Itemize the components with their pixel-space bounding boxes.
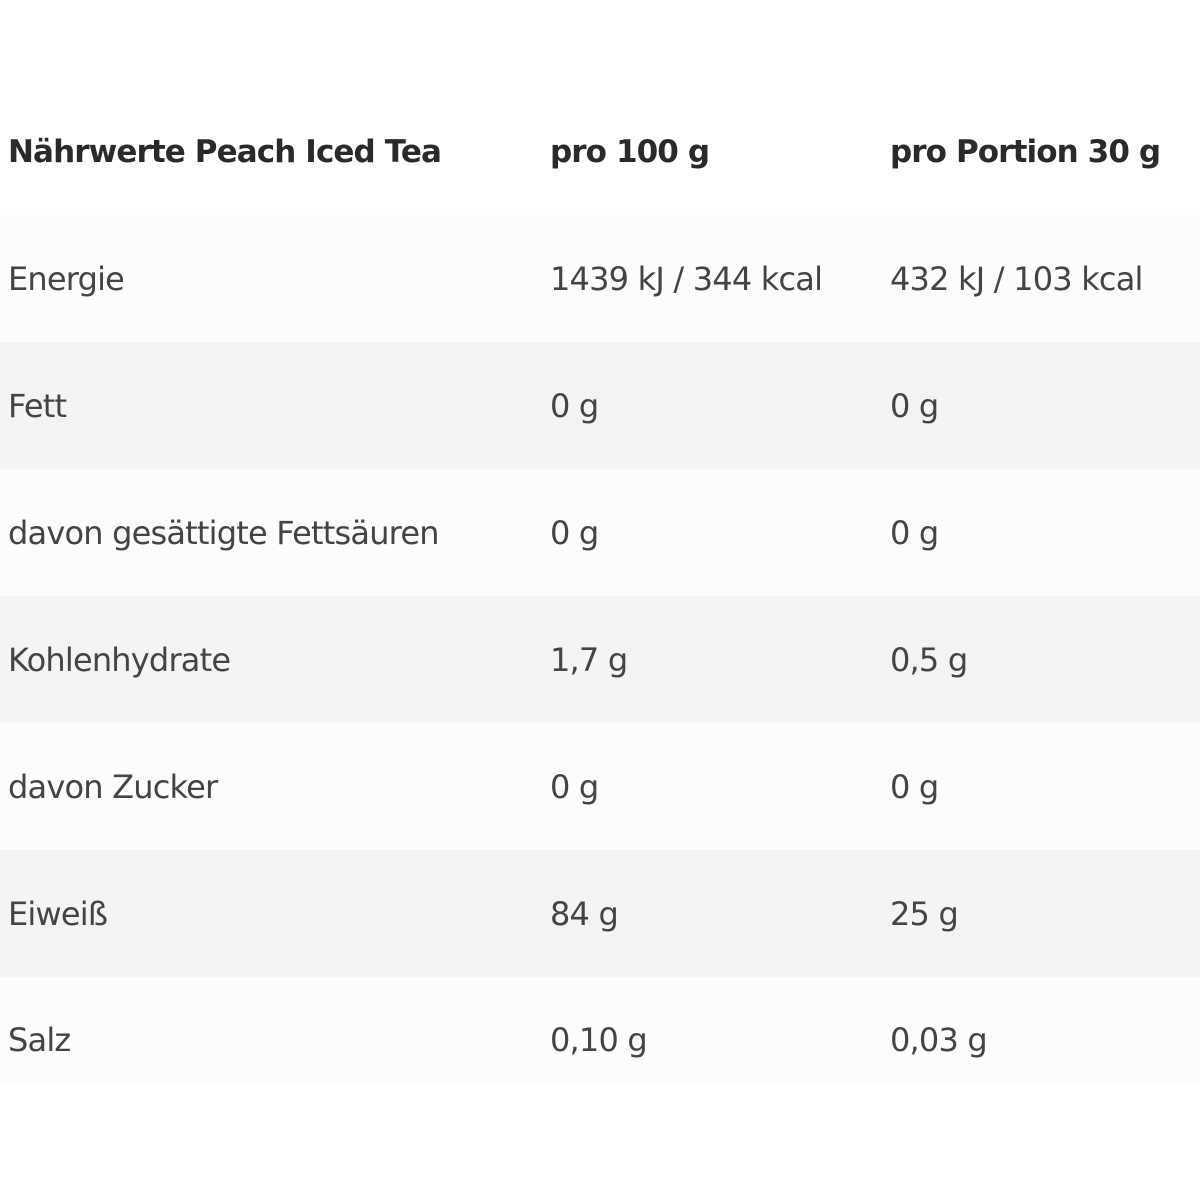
nutrient-name: Kohlenhydrate bbox=[8, 640, 231, 679]
header-per-100g: pro 100 g bbox=[550, 133, 710, 170]
nutrient-name: Eiweiß bbox=[8, 894, 108, 933]
table-row: Energie 1439 kJ / 344 kcal 432 kJ / 103 kc… bbox=[0, 215, 1200, 342]
table-row: Fett 0 g 0 g bbox=[0, 342, 1200, 469]
table-header-row: Nährwerte Peach Iced Tea pro 100 g pro P… bbox=[0, 88, 1200, 215]
value-per-portion: 0,03 g bbox=[890, 1021, 988, 1059]
value-per-portion: 0 g bbox=[890, 513, 939, 552]
value-per-100g: 84 g bbox=[550, 894, 619, 933]
nutrient-name: Fett bbox=[8, 386, 67, 425]
table-row: davon Zucker 0 g 0 g bbox=[0, 723, 1200, 850]
value-per-portion: 0,5 g bbox=[890, 640, 968, 679]
header-nutrient: Nährwerte Peach Iced Tea bbox=[8, 133, 442, 170]
value-per-portion: 0 g bbox=[890, 767, 939, 806]
value-per-100g: 0 g bbox=[550, 513, 599, 552]
table-row: Kohlenhydrate 1,7 g 0,5 g bbox=[0, 596, 1200, 723]
value-per-100g: 0 g bbox=[550, 386, 599, 425]
value-per-portion: 25 g bbox=[890, 894, 959, 933]
nutrition-table: Nährwerte Peach Iced Tea pro 100 g pro P… bbox=[0, 88, 1200, 1082]
nutrient-name: Salz bbox=[8, 1021, 71, 1059]
value-per-100g: 1,7 g bbox=[550, 640, 628, 679]
table-row: davon gesättigte Fettsäuren 0 g 0 g bbox=[0, 469, 1200, 596]
value-per-portion: 0 g bbox=[890, 386, 939, 425]
nutrient-name: Energie bbox=[8, 259, 125, 298]
table-row: Salz 0,10 g 0,03 g bbox=[0, 977, 1200, 1082]
header-per-portion: pro Portion 30 g bbox=[890, 133, 1161, 170]
value-per-100g: 0 g bbox=[550, 767, 599, 806]
nutrient-name: davon gesättigte Fettsäuren bbox=[8, 513, 440, 552]
value-per-portion: 432 kJ / 103 kcal bbox=[890, 259, 1143, 298]
value-per-100g: 0,10 g bbox=[550, 1021, 648, 1059]
nutrient-name: davon Zucker bbox=[8, 767, 218, 806]
table-row: Eiweiß 84 g 25 g bbox=[0, 850, 1200, 977]
value-per-100g: 1439 kJ / 344 kcal bbox=[550, 259, 823, 298]
